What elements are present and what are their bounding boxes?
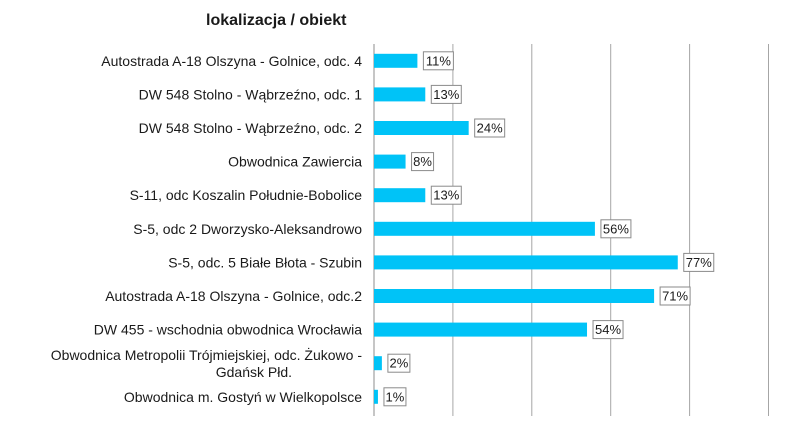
data-label-box	[430, 84, 462, 104]
data-label: 54%	[595, 322, 621, 337]
data-label-box	[659, 286, 691, 306]
bar	[374, 87, 426, 102]
data-label: 77%	[686, 255, 712, 270]
data-label-box	[592, 320, 624, 340]
bar	[374, 356, 382, 371]
data-label-box	[383, 387, 407, 407]
data-label-box	[474, 118, 506, 138]
data-label: 1%	[386, 389, 405, 404]
data-label: 2%	[389, 356, 408, 371]
data-label: 13%	[433, 188, 459, 203]
category-label: Obwodnica Metropolii Trójmiejskiej, odc.…	[51, 346, 363, 363]
category-label: Obwodnica m. Gostyń w Wielkopolsce	[124, 389, 362, 405]
bar	[374, 389, 378, 404]
category-label: S-5, odc 2 Dworzysko-Aleksandrowo	[133, 221, 362, 237]
category-label: DW 548 Stolno - Wąbrzeźno, odc. 1	[139, 86, 363, 102]
bar	[374, 255, 678, 270]
category-label: S-11, odc Koszalin Południe-Bobolice	[130, 187, 363, 203]
data-label-box	[600, 219, 632, 239]
category-label: DW 455 - wschodnia obwodnica Wrocławia	[94, 322, 362, 338]
data-label: 11%	[426, 53, 451, 68]
data-label-box	[387, 353, 411, 373]
data-label: 8%	[413, 154, 432, 169]
category-label-line2: Gdańsk Płd.	[216, 364, 292, 380]
bar	[374, 289, 655, 303]
data-label: 56%	[603, 221, 629, 236]
category-label: S-5, odc. 5 Białe Błota - Szubin	[168, 254, 362, 270]
bar	[374, 322, 588, 337]
data-label-box	[422, 51, 454, 71]
bar	[374, 221, 595, 236]
data-label: 24%	[477, 121, 503, 136]
category-label: DW 548 Stolno - Wąbrzeźno, odc. 2	[139, 120, 363, 136]
bar	[374, 188, 426, 203]
data-label-box	[430, 185, 462, 205]
data-label-box	[411, 152, 435, 172]
data-label-box	[683, 252, 715, 272]
data-label: 13%	[433, 87, 459, 102]
category-label: Obwodnica Zawiercia	[228, 154, 362, 170]
chart-title: lokalizacja / obiekt	[206, 12, 347, 29]
data-label: 71%	[662, 289, 688, 304]
bar	[374, 154, 406, 169]
category-label: Autostrada A-18 Olszyna - Golnice, odc.2	[105, 288, 362, 304]
category-label: Autostrada A-18 Olszyna - Golnice, odc. …	[101, 53, 362, 69]
bar	[374, 53, 418, 68]
bar	[374, 121, 469, 135]
